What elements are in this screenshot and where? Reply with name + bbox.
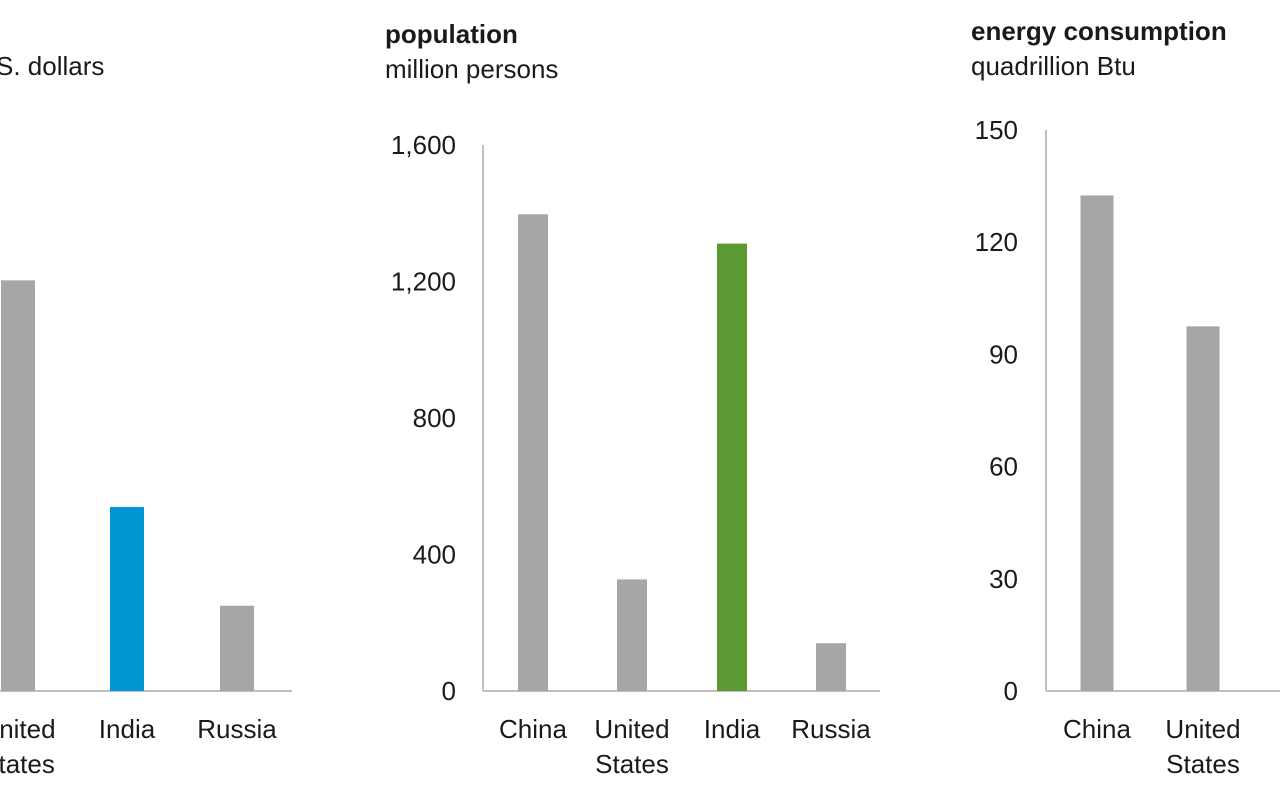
panel-energy-cat-india-partial: I [1278,714,1280,744]
panel-energy: energy consumption quadrillion Btu 0 30 60… [971,16,1280,779]
panel-energy-cat-china: China [1063,714,1131,744]
y-tick-label: 800 [413,403,456,433]
panel-population-cat-china: China [499,714,567,744]
bar-russia [220,605,254,691]
panel-population-cat-us-line2: States [595,749,669,779]
panel-energy-bars [1080,195,1220,691]
panel-energy-cat-us-line2: States [1166,749,1240,779]
y-tick-label: 1,200 [391,267,456,297]
panel-population-cat-us-line1: United [594,714,669,744]
panel-energy-category-labels: China United States I [1063,714,1280,779]
bar-india [110,506,144,691]
panel-population-cat-russia: Russia [791,714,871,744]
y-tick-label: 150 [975,115,1018,145]
y-tick-label: 400 [413,540,456,570]
panel-gdp-cat-russia: Russia [197,714,277,744]
bar-united-states [1186,326,1220,691]
panel-energy-unit: quadrillion Btu [971,51,1136,81]
panel-gdp-category-labels: United States India Russia [0,714,277,779]
panel-energy-y-ticks: 0 30 60 90 120 150 [975,115,1018,706]
y-tick-label: 1,600 [391,130,456,160]
bar-china [1080,195,1114,691]
panel-energy-title: energy consumption [971,16,1227,46]
panel-gdp-unit: U.S. dollars [0,51,104,81]
y-tick-label: 0 [1004,676,1018,706]
panel-population-unit: million persons [385,54,558,84]
y-tick-label: 60 [989,452,1018,482]
y-tick-label: 90 [989,339,1018,369]
bar-india [717,243,747,691]
panel-population: population million persons 0 400 800 1,200 1… [385,19,880,779]
bar-united-states [617,579,647,691]
panel-population-title: population [385,19,518,49]
y-tick-label: 0 [442,676,456,706]
panel-gdp: U.S. dollars United States India Russia [0,51,292,779]
y-tick-label: 30 [989,564,1018,594]
panel-energy-cat-us-line1: United [1165,714,1240,744]
panel-gdp-bars [1,280,254,691]
panel-gdp-cat-us-line2: States [0,749,55,779]
panel-population-category-labels: China United States India Russia [499,714,871,779]
panel-population-cat-india: India [704,714,761,744]
panel-gdp-cat-us-line1: United [0,714,56,744]
panel-population-y-ticks: 0 400 800 1,200 1,600 [391,130,456,706]
y-tick-label: 120 [975,227,1018,257]
bar-china [518,214,548,691]
bar-russia [816,643,846,691]
bar-united-states [1,280,35,691]
panel-population-bars [518,214,846,691]
panel-gdp-cat-india: India [99,714,156,744]
